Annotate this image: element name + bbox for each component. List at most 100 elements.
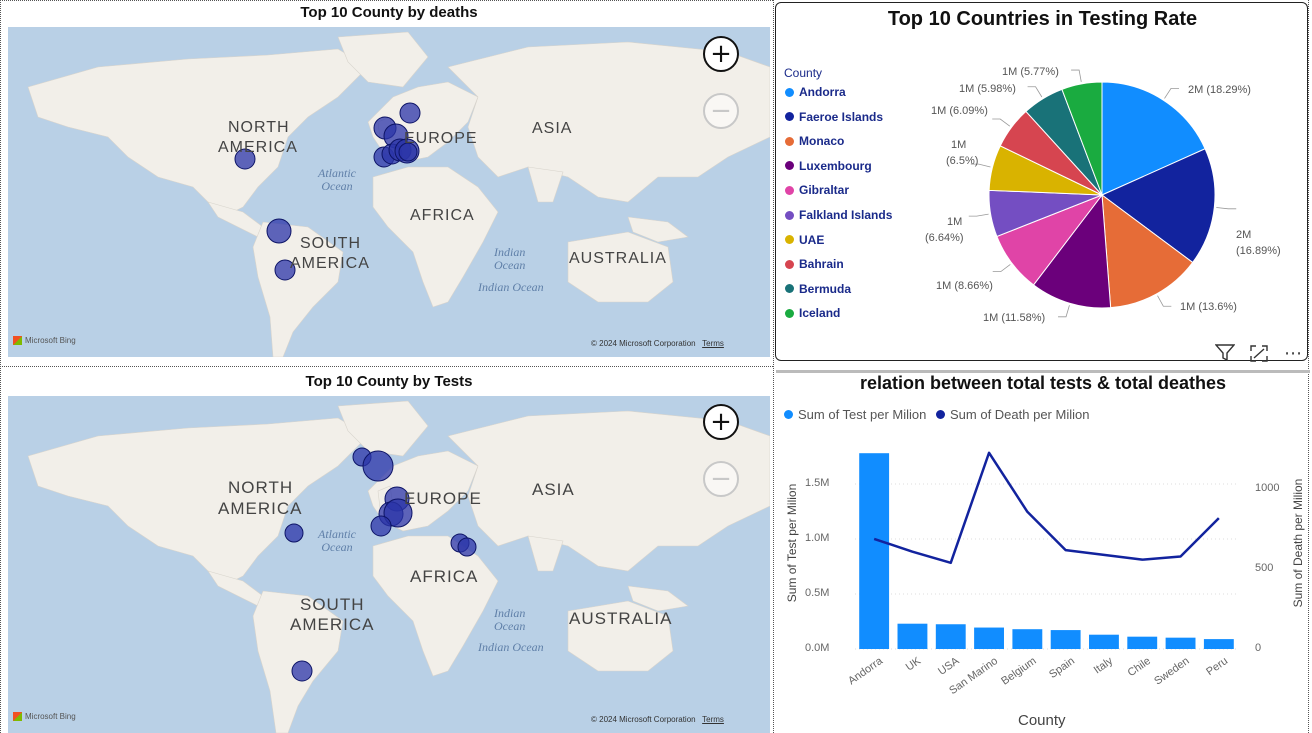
death-line[interactable]	[873, 451, 1220, 565]
combo-top-border	[776, 370, 1310, 373]
pie-leader-line	[1216, 207, 1237, 210]
focus-mode-icon[interactable]	[1250, 345, 1268, 366]
bar[interactable]	[1165, 637, 1196, 649]
pie-label-falk-a: 1M	[947, 216, 963, 228]
pie-slice[interactable]	[1101, 193, 1194, 309]
bar[interactable]	[1012, 629, 1043, 649]
label-north: NORTH	[228, 119, 290, 136]
pie-label-faeroe-b: (16.89%)	[1236, 245, 1281, 257]
bar[interactable]	[897, 623, 928, 649]
label-north: NORTH	[228, 478, 294, 497]
y-tick-label: 0.0M	[805, 642, 830, 654]
legend-dot	[785, 161, 794, 171]
label-south: SOUTH	[300, 235, 361, 252]
legend-dot	[785, 87, 794, 97]
y-tick-label: 1.5M	[805, 477, 830, 489]
legend-dot	[785, 259, 794, 269]
label-atlantic: Atlantic Ocean	[318, 527, 356, 554]
bar[interactable]	[1050, 630, 1081, 649]
legend-dot	[785, 284, 794, 294]
zoom-in-button[interactable]: +	[703, 36, 739, 72]
y2-tick-label: 500	[1255, 562, 1274, 575]
panel-divider	[773, 0, 774, 733]
pie-label-gibraltar: 1M (8.66%)	[936, 280, 993, 292]
label-america: AMERICA	[218, 499, 303, 518]
map-copyright: © 2024 Microsoft Corporation Terms	[591, 715, 724, 724]
pie-slice[interactable]	[1101, 81, 1206, 196]
pie-slice[interactable]	[1032, 193, 1112, 309]
bar[interactable]	[859, 453, 890, 649]
legend-dot	[785, 235, 794, 245]
bar[interactable]	[1127, 636, 1158, 649]
label-asia: ASIA	[532, 480, 575, 499]
pie-label-faeroe-a: 2M	[1236, 229, 1252, 241]
legend-dot	[785, 112, 794, 122]
bar[interactable]	[935, 624, 966, 649]
label-europe: EUROPE	[404, 130, 478, 147]
pie-legend-item[interactable]: Faeroe Islands	[785, 110, 883, 124]
legend-label: Andorra	[799, 85, 846, 99]
pie-legend-item[interactable]: Bahrain	[785, 257, 844, 271]
pie-label-monaco: 1M (13.6%)	[1180, 301, 1237, 313]
label-indian: Indian Ocean	[494, 606, 526, 633]
label-australia: AUSTRALIA	[569, 609, 673, 628]
pie-leader-line	[992, 264, 1011, 273]
legend-tests-dot	[784, 410, 793, 419]
terms-link[interactable]: Terms	[702, 339, 724, 348]
pie-leader-line	[1157, 295, 1172, 307]
pie-label-falk-b: (6.64%)	[925, 232, 964, 244]
microsoft-logo-icon	[13, 712, 22, 721]
pie-legend-item[interactable]: Luxembourg	[785, 159, 872, 173]
pie-legend-item[interactable]: UAE	[785, 233, 824, 247]
zoom-out-button[interactable]: −	[703, 461, 739, 497]
label-europe: EUROPE	[404, 489, 482, 508]
label-indian-ocean: Indian Ocean	[478, 280, 544, 294]
legend-dot	[785, 308, 794, 318]
more-options-icon[interactable]: ⋯	[1284, 343, 1302, 364]
bar[interactable]	[1089, 634, 1119, 649]
horizontal-divider	[0, 366, 773, 367]
page-border-top	[0, 0, 773, 1]
pie-legend-item[interactable]: Monaco	[785, 134, 844, 148]
label-atlantic: Atlantic Ocean	[318, 166, 356, 193]
bar[interactable]	[974, 627, 1004, 649]
label-africa: AFRICA	[410, 567, 479, 586]
label-indian: Indian Ocean	[494, 245, 526, 272]
pie-slice[interactable]	[1061, 81, 1103, 196]
pie-leader-line	[970, 163, 991, 168]
pie-label-andorra: 2M (18.29%)	[1188, 84, 1251, 96]
legend-label: Monaco	[799, 134, 845, 149]
deaths-map[interactable]: NORTH AMERICA SOUTH AMERICA EUROPE ASIA …	[8, 27, 770, 357]
tests-map-title: Top 10 County by Tests	[305, 373, 473, 390]
filter-icon[interactable]	[1214, 344, 1236, 366]
pie-legend-item[interactable]: Bermuda	[785, 282, 851, 296]
legend-label: Bermuda	[799, 281, 852, 296]
tests-map[interactable]: NORTH AMERICA SOUTH AMERICA EUROPE ASIA …	[8, 396, 770, 733]
page-border-right	[1308, 0, 1309, 733]
label-america: AMERICA	[218, 139, 298, 156]
legend-label: Gibraltar	[799, 183, 850, 198]
legend-tests: Sum of Test per Milion	[784, 407, 926, 422]
label-asia: ASIA	[532, 120, 573, 137]
deaths-map-land	[27, 31, 770, 357]
pie-legend-item[interactable]: Iceland	[785, 306, 840, 320]
zoom-in-button[interactable]: +	[703, 404, 739, 440]
pie-slice[interactable]	[1101, 148, 1216, 264]
legend-label: Luxembourg	[799, 158, 872, 173]
y2-tick-label: 1000	[1255, 482, 1280, 495]
pie-legend-item[interactable]: Gibraltar	[785, 183, 849, 197]
legend-label: Faeroe Islands	[799, 109, 884, 124]
pie-legend-item[interactable]: Falkland Islands	[785, 208, 892, 222]
bar[interactable]	[1203, 639, 1234, 649]
label-s-america: AMERICA	[290, 615, 375, 634]
legend-label: Iceland	[799, 306, 841, 321]
pie-legend-item[interactable]: Andorra	[785, 85, 846, 99]
pie-chart[interactable]	[0, 0, 1312, 370]
zoom-out-button[interactable]: −	[703, 93, 739, 129]
terms-link[interactable]: Terms	[702, 715, 724, 724]
x-axis-label: County	[1018, 712, 1066, 729]
pie-label-bermuda: 1M (5.98%)	[959, 83, 1016, 95]
legend-label: UAE	[799, 232, 825, 247]
pie-leader-line	[968, 213, 989, 217]
